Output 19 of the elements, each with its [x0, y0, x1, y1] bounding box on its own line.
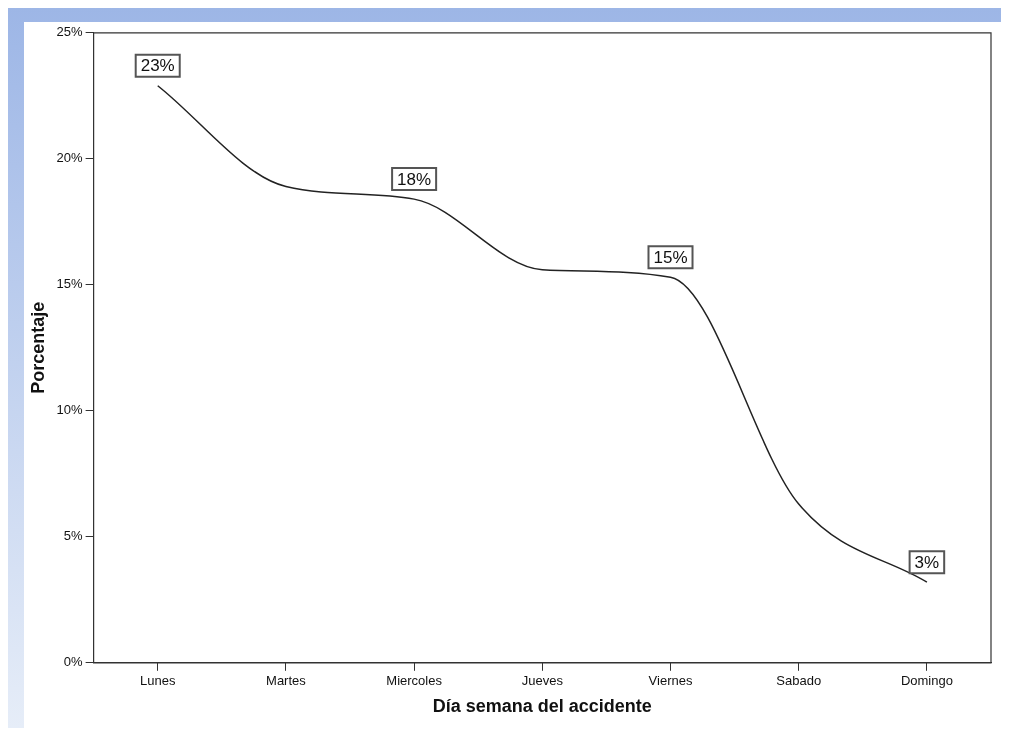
- data-label: 23%: [140, 56, 175, 76]
- x-tick-label: Miercoles: [386, 673, 443, 689]
- x-axis-title: Día semana del accidente: [432, 696, 652, 717]
- x-tick-label: Jueves: [521, 673, 564, 689]
- y-tick-label: 10%: [56, 402, 84, 418]
- data-label: 15%: [653, 247, 688, 267]
- y-tick-label: 5%: [63, 528, 84, 544]
- y-tick-label: 20%: [56, 150, 84, 166]
- y-axis-title: Porcentaje: [27, 301, 48, 394]
- x-tick-label: Martes: [266, 673, 307, 689]
- x-tick-label: Lunes: [140, 673, 176, 689]
- y-tick-label: 0%: [63, 654, 84, 670]
- data-label: 18%: [397, 169, 432, 189]
- y-tick-label: 15%: [56, 276, 84, 292]
- x-tick-label: Sabado: [776, 673, 822, 689]
- x-tick-label: Domingo: [900, 673, 953, 689]
- data-label: 3%: [914, 552, 940, 572]
- x-tick-label: Viernes: [648, 673, 693, 689]
- y-tick-label: 25%: [56, 24, 84, 40]
